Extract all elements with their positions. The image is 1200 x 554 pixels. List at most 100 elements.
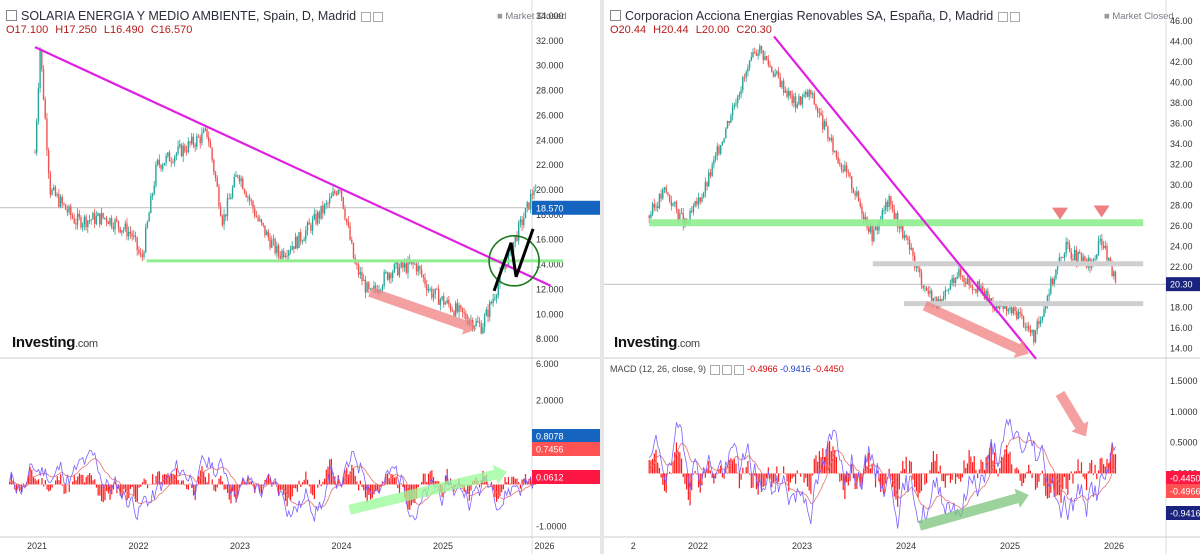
price-candle [332,191,334,196]
macd-histogram-bar [990,442,992,474]
macd-histogram-bar [828,440,831,474]
macd-y-tick-label: -1.0000 [536,522,567,532]
macd-histogram-bar [835,456,837,474]
price-candle [42,69,45,100]
macd-histogram-bar [380,484,382,487]
price-candle [398,267,401,276]
macd-histogram-bar [99,484,101,496]
left-chart-svg[interactable]: 34.000 32.000 30.000 28.000 26.000 24.000 22.0… [0,0,600,554]
price-candle [995,303,998,311]
price-candle [315,213,317,224]
macd-histogram-bar [363,484,365,491]
right-chart-svg[interactable]: 46.00 44.00 42.00 40.00 38.00 36.00 34.00 32.00… [604,0,1200,554]
settings-icon[interactable] [721,364,732,375]
macd-histogram-bar [1075,471,1077,474]
macd-histogram-bar [509,483,511,485]
macd-histogram-bar [155,475,157,485]
close-icon[interactable] [733,364,744,375]
macd-histogram-bar [960,473,962,482]
macd-histogram-bar [352,467,355,485]
macd-histogram-bar [31,469,33,485]
settings-icon[interactable] [997,11,1008,22]
price-candle [728,121,730,123]
macd-histogram-bar [657,462,659,474]
macd-histogram-bar [140,484,142,487]
macd-histogram-bar [1092,473,1094,475]
price-candle [833,151,836,152]
price-candle [339,190,341,191]
price-candle [953,278,955,283]
price-candle [954,278,957,283]
price-candle [112,226,115,230]
macd-histogram-bar [203,471,205,485]
price-candle [1075,249,1078,263]
macd-histogram-bar [281,484,283,491]
ohlc-readout: O17.100 H17.250 L16.490 C16.570 [6,24,196,36]
macd-histogram-bar [910,461,912,474]
collapse-icon[interactable] [6,10,17,22]
macd-histogram-bar [51,484,53,488]
eye-icon[interactable] [709,364,720,375]
macd-histogram-bar [179,483,181,485]
price-candle [145,227,147,253]
macd-histogram-bar [696,473,698,475]
macd-histogram-bar [189,483,191,485]
price-candle [463,312,465,314]
macd-histogram-bar [772,473,775,484]
price-candle [110,217,113,227]
macd-histogram-bar [463,484,465,492]
price-candle [337,190,339,195]
price-candle [662,189,664,199]
macd-histogram-bar [259,484,261,493]
price-candle [495,295,498,299]
macd-histogram-bar [378,484,380,493]
price-candle [247,196,249,198]
macd-value-2: -0.4450 [813,364,844,374]
macd-histogram-bar [726,472,729,474]
macd-bearish-arrow [1055,390,1089,437]
price-candle [708,172,710,187]
downtrend-arrow [922,301,1029,358]
price-candle [963,277,965,283]
macd-histogram-bar [1055,473,1057,497]
price-candle [1097,240,1100,255]
price-candle [1079,251,1081,254]
macd-histogram-bar [87,475,89,485]
macd-histogram-bar [225,484,227,490]
y-tick-label: 32.000 [536,36,564,46]
price-candle [895,213,897,219]
brand-text: Investing [12,334,76,351]
macd-histogram-bar [922,473,924,475]
price-candle [1004,304,1006,309]
price-candle [784,90,787,93]
macd-histogram-bar [97,484,99,496]
macd-histogram-bar [796,470,798,474]
collapse-icon[interactable] [610,10,621,22]
macd-histogram-bar [431,470,433,485]
price-candle [514,235,516,243]
macd-histogram-bar [648,459,650,474]
macd-histogram-bar [220,475,222,485]
macd-histogram-bar [293,484,295,488]
macd-histogram-bar [939,465,941,474]
price-candle [489,301,491,317]
chart-title: Corporacion Acciona Energias Renovables … [610,9,1021,23]
settings-icon[interactable] [360,11,371,22]
macd-histogram-bar [1096,473,1098,480]
close-icon[interactable] [372,11,383,22]
close-icon[interactable] [1009,11,1020,22]
macd-histogram-bar [703,471,705,474]
macd-histogram-bar [973,456,975,474]
macd-histogram-bar [936,454,938,474]
price-candle [282,250,285,258]
macd-histogram-bar [235,484,237,503]
macd-histogram-bar [662,473,664,485]
macd-histogram-bar [358,484,360,491]
price-candle [59,196,62,207]
price-candle [41,48,43,70]
macd-histogram-bar [1101,457,1103,474]
price-candle [813,93,815,105]
market-status: ■ Market Closed [1104,11,1174,22]
price-candle [709,172,712,176]
macd-histogram-bar [883,473,885,494]
